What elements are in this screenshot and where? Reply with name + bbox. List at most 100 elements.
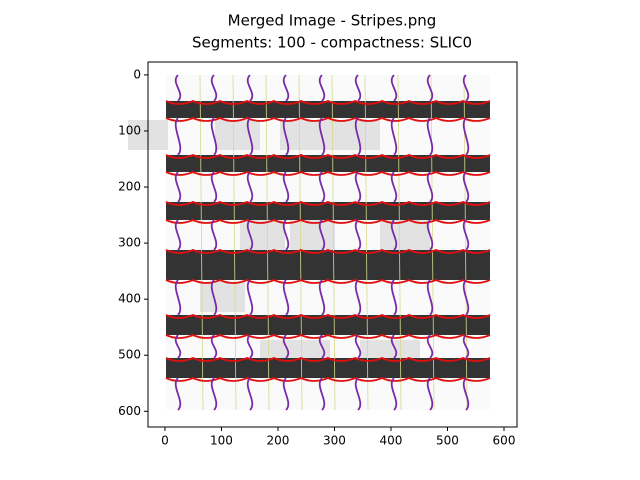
- chart-subtitle: Segments: 100 - compactness: SLIC0: [192, 34, 472, 52]
- segment-curve: [165, 219, 491, 224]
- image: [128, 74, 491, 411]
- segment-curve: [426, 377, 434, 411]
- segment-curve: [246, 334, 254, 359]
- segment-curve: [318, 377, 326, 411]
- segment-curve: [426, 279, 434, 316]
- segment-curve: [390, 334, 398, 359]
- segment-boundary: [199, 74, 204, 411]
- segment-curve: [318, 171, 326, 203]
- y-tick-label: 600: [118, 404, 141, 418]
- segment-curve: [462, 171, 470, 203]
- y-tick-label: 400: [118, 292, 141, 306]
- image-stripe: [166, 315, 490, 335]
- segment-curve: [165, 249, 491, 254]
- segment-curve: [282, 117, 290, 156]
- image-region: [215, 120, 260, 150]
- segment-curve: [174, 219, 182, 251]
- x-tick-label: 0: [161, 434, 169, 448]
- segment-curve: [246, 377, 254, 411]
- segment-curve: [210, 171, 218, 203]
- segment-curve: [390, 279, 398, 316]
- image-stripe: [166, 155, 490, 172]
- image-region: [290, 220, 335, 250]
- x-tick-label: 400: [380, 434, 403, 448]
- segment-curve: [354, 377, 362, 411]
- segment-curve: [174, 334, 182, 359]
- image-stripe: [166, 250, 490, 280]
- segment-curve: [246, 219, 254, 251]
- x-tick-label: 600: [493, 434, 516, 448]
- segment-curve: [165, 171, 491, 176]
- segment-curve: [462, 117, 470, 156]
- segment-curve: [318, 117, 326, 156]
- segment-curve: [210, 334, 218, 359]
- segment-curve: [246, 74, 254, 102]
- segment-curve: [165, 201, 491, 206]
- segment-boundary: [265, 74, 270, 411]
- segment-curve: [165, 154, 491, 159]
- chart-title: Merged Image - Stripes.png: [228, 12, 437, 30]
- segment-curve: [282, 279, 290, 316]
- image-stripe: [166, 101, 490, 118]
- segment-curve: [282, 334, 290, 359]
- segment-curve: [426, 219, 434, 251]
- segment-boundary: [232, 74, 237, 411]
- segment-curve: [318, 219, 326, 251]
- segment-curve: [390, 377, 398, 411]
- segment-curve: [210, 219, 218, 251]
- segment-curve: [282, 171, 290, 203]
- segment-curve: [246, 171, 254, 203]
- x-tick-label: 500: [436, 434, 459, 448]
- segment-curve: [165, 314, 491, 319]
- image-stripe: [166, 202, 490, 220]
- segment-boundary: [298, 74, 303, 411]
- segment-curve: [165, 117, 491, 122]
- segment-curve: [354, 171, 362, 203]
- segment-curve: [174, 171, 182, 203]
- segment-curve: [165, 377, 491, 382]
- y-tick-label: 200: [118, 180, 141, 194]
- segment-curve: [165, 279, 491, 284]
- x-tick-label: 100: [210, 434, 233, 448]
- image-region: [380, 220, 430, 250]
- y-tick-label: 0: [133, 67, 141, 81]
- segment-curve: [426, 117, 434, 156]
- y-tick-label: 300: [118, 236, 141, 250]
- segment-boundary: [364, 74, 369, 411]
- segment-curve: [462, 74, 470, 102]
- segment-curve: [165, 357, 491, 362]
- segment-curve: [210, 279, 218, 316]
- segment-curve: [282, 377, 290, 411]
- segment-curve: [165, 334, 491, 339]
- image-region: [280, 120, 335, 150]
- segment-curve: [282, 74, 290, 102]
- segment-curve: [174, 279, 182, 316]
- segment-curve: [246, 117, 254, 156]
- segment-curve: [354, 117, 362, 156]
- axes-frame: [147, 61, 518, 428]
- segment-curve: [318, 334, 326, 359]
- segment-curve: [165, 100, 491, 105]
- segment-curve: [318, 74, 326, 102]
- x-tick-label: 200: [267, 434, 290, 448]
- segment-curve: [174, 74, 182, 102]
- segment-curve: [354, 334, 362, 359]
- segment-curve: [426, 334, 434, 359]
- segment-curve: [354, 74, 362, 102]
- segment-curve: [426, 171, 434, 203]
- segment-curve: [390, 117, 398, 156]
- image-stripe: [166, 358, 490, 378]
- segment-curve: [210, 377, 218, 411]
- segment-boundary: [331, 74, 336, 411]
- segment-curve: [354, 279, 362, 316]
- segment-curve: [282, 219, 290, 251]
- x-tick-label: 300: [323, 434, 346, 448]
- segment-curve: [246, 279, 254, 316]
- y-tick-label: 500: [118, 348, 141, 362]
- segment-curve: [426, 74, 434, 102]
- segment-curve: [318, 279, 326, 316]
- image-region: [200, 282, 245, 312]
- segment-curve: [210, 74, 218, 102]
- segment-curve: [210, 117, 218, 156]
